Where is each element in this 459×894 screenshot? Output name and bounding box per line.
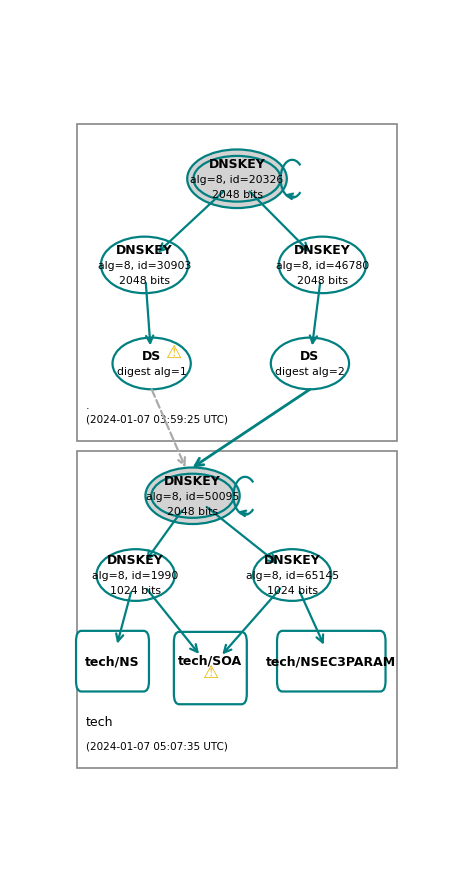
Ellipse shape — [187, 150, 287, 209]
Text: DNSKEY: DNSKEY — [107, 553, 164, 567]
Text: alg=8, id=1990: alg=8, id=1990 — [92, 570, 179, 580]
Text: 2048 bits: 2048 bits — [212, 190, 263, 199]
Text: ⚠: ⚠ — [202, 662, 218, 680]
Text: DNSKEY: DNSKEY — [116, 244, 173, 257]
Text: DNSKEY: DNSKEY — [164, 475, 221, 487]
Text: digest alg=2: digest alg=2 — [275, 367, 345, 376]
Ellipse shape — [146, 468, 240, 525]
Text: (2024-01-07 03:59:25 UTC): (2024-01-07 03:59:25 UTC) — [86, 414, 228, 424]
Ellipse shape — [253, 550, 331, 601]
Text: 1024 bits: 1024 bits — [267, 586, 318, 595]
FancyBboxPatch shape — [277, 631, 386, 692]
Text: alg=8, id=46780: alg=8, id=46780 — [276, 261, 369, 271]
FancyBboxPatch shape — [77, 451, 397, 768]
Text: 2048 bits: 2048 bits — [167, 506, 218, 517]
Ellipse shape — [279, 238, 366, 294]
Text: DNSKEY: DNSKEY — [264, 553, 320, 567]
Ellipse shape — [101, 238, 188, 294]
Text: (2024-01-07 05:07:35 UTC): (2024-01-07 05:07:35 UTC) — [86, 741, 228, 751]
Text: ⚠: ⚠ — [165, 344, 181, 362]
Text: DS: DS — [300, 350, 319, 363]
FancyBboxPatch shape — [76, 631, 149, 692]
Text: digest alg=1: digest alg=1 — [117, 367, 186, 376]
Text: .: . — [86, 401, 90, 410]
Text: 2048 bits: 2048 bits — [119, 275, 170, 286]
Text: alg=8, id=20326: alg=8, id=20326 — [190, 174, 284, 184]
FancyBboxPatch shape — [77, 124, 397, 441]
Text: DNSKEY: DNSKEY — [209, 158, 265, 171]
Text: DS: DS — [142, 350, 161, 363]
Text: 1024 bits: 1024 bits — [110, 586, 161, 595]
Ellipse shape — [271, 338, 349, 390]
Text: DNSKEY: DNSKEY — [294, 244, 351, 257]
Text: alg=8, id=50095: alg=8, id=50095 — [146, 491, 239, 502]
Text: tech/NS: tech/NS — [85, 655, 140, 668]
FancyBboxPatch shape — [174, 632, 247, 704]
Ellipse shape — [96, 550, 175, 601]
Text: alg=8, id=65145: alg=8, id=65145 — [246, 570, 339, 580]
Ellipse shape — [112, 338, 191, 390]
Text: 2048 bits: 2048 bits — [297, 275, 348, 286]
Text: alg=8, id=30903: alg=8, id=30903 — [98, 261, 191, 271]
Text: tech/NSEC3PARAM: tech/NSEC3PARAM — [266, 655, 396, 668]
Text: tech: tech — [86, 715, 113, 729]
Text: tech/SOA: tech/SOA — [178, 654, 242, 667]
